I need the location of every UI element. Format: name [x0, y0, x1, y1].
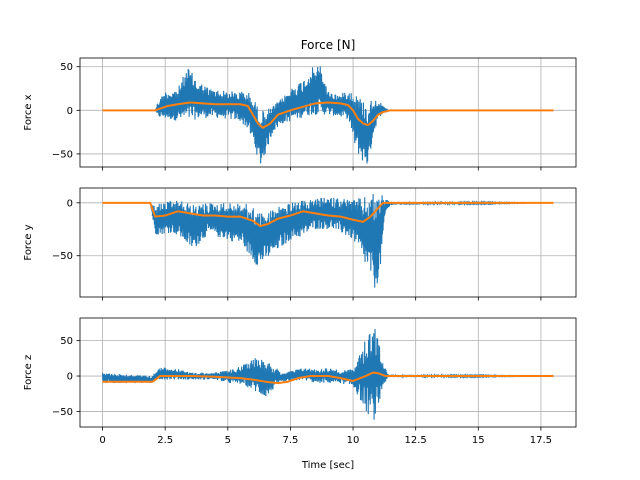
y-tick-label: 50	[60, 336, 73, 347]
axes-frame	[79, 57, 577, 168]
x-tick-label: 12.5	[405, 435, 427, 446]
y-axis-label: Force z	[23, 355, 34, 390]
x-tick-label: 0	[99, 435, 105, 446]
y-tick-label: 50	[60, 62, 73, 73]
y-axis-label: Force x	[23, 94, 34, 130]
subplot-3: 0 2.5 5 7.5 10 12.5 15 17.5 −50 0 50 Force z	[23, 317, 577, 446]
subplot-2: −50 0 Force y	[23, 187, 577, 301]
y-tick-label: 0	[67, 198, 73, 209]
x-tick-label: 15	[472, 435, 485, 446]
y-tick-label: −50	[52, 149, 73, 160]
plot-area	[102, 194, 554, 288]
y-tick-label: 0	[67, 372, 73, 383]
y-tick-label: 0	[67, 106, 73, 117]
x-tick-label: 7.5	[282, 435, 298, 446]
y-axis-label: Force y	[23, 224, 34, 260]
plot-area	[102, 328, 554, 420]
axes-frame	[79, 187, 577, 298]
subplots: −50 0 50 Force x −50 0 Force y 0 2.5 5 7.5 10 12.5 15…	[23, 57, 577, 446]
y-tick-label: −50	[52, 251, 73, 262]
axes-frame	[79, 317, 577, 428]
smoothed-signal-line	[102, 101, 554, 129]
x-tick-label: 10	[347, 435, 360, 446]
y-tick-label: −50	[52, 407, 73, 418]
plot-area	[102, 66, 554, 164]
x-tick-label: 17.5	[530, 435, 552, 446]
x-tick-label: 2.5	[157, 435, 173, 446]
smoothed-signal-line	[102, 201, 554, 228]
x-tick-label: 5	[225, 435, 231, 446]
x-axis-label: Time [sec]	[301, 460, 354, 471]
chart-title: Force [N]	[301, 38, 356, 52]
subplot-1: −50 0 50 Force x	[23, 57, 577, 171]
smoothed-signal-line	[102, 371, 554, 385]
